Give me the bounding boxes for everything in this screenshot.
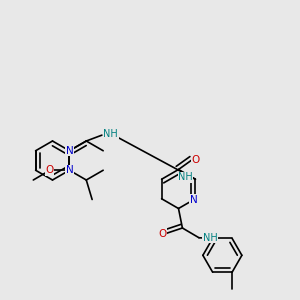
Text: NH: NH	[202, 233, 217, 243]
Text: N: N	[190, 195, 198, 205]
Text: N: N	[65, 165, 73, 175]
Text: O: O	[191, 155, 199, 165]
Text: O: O	[158, 229, 166, 239]
Text: O: O	[45, 165, 53, 175]
Text: NH: NH	[178, 172, 193, 182]
Text: N: N	[65, 146, 73, 156]
Text: NH: NH	[103, 129, 118, 139]
